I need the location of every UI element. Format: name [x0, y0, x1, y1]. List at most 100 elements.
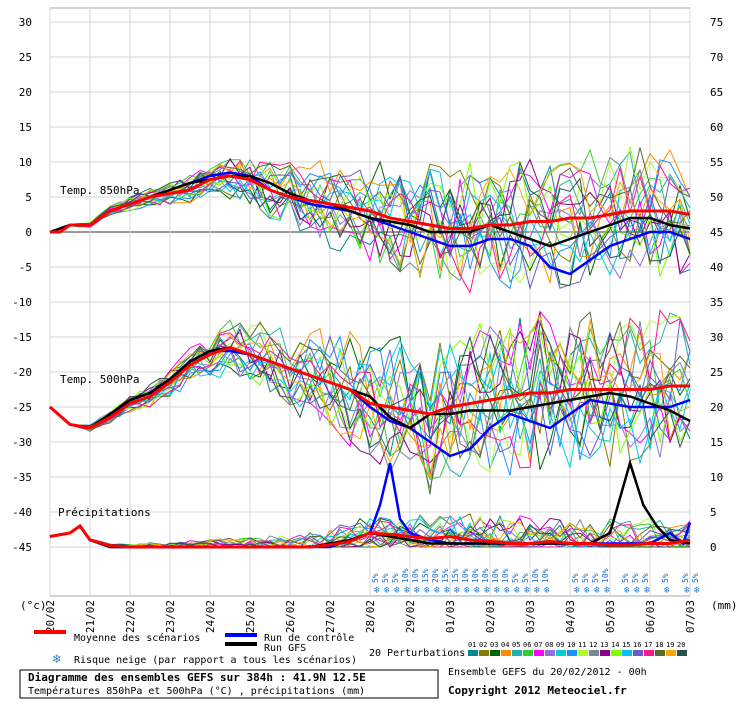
snow-risk-value: 5%	[391, 573, 400, 583]
snow-risk-value: 5%	[521, 573, 530, 583]
snow-risk-value: 10%	[501, 568, 510, 583]
snowflake-icon: ❄	[594, 585, 601, 596]
x-tick-label: 06/03	[644, 600, 657, 633]
right-tick-label: 50	[710, 191, 723, 204]
perturbation-line-20	[50, 160, 691, 262]
x-tick-label: 28/02	[364, 600, 377, 633]
snowflake-icon: ❄	[534, 585, 541, 596]
snow-risk-value: 5%	[691, 573, 700, 583]
snowflake-icon: ❄	[694, 585, 701, 596]
legend-control-label: Run de contrôle	[264, 632, 354, 644]
left-unit-label: (°c)	[20, 599, 47, 612]
snow-risk-value: 5%	[641, 573, 650, 583]
perturbation-swatch-20	[677, 650, 687, 656]
perturbation-legend: 01 02 03 04 05 06 07 08 09 10 11 12 13 14 15 16 17 18 19 20	[468, 641, 687, 656]
perturbation-line-19	[49, 522, 691, 548]
right-tick-label: 0	[710, 541, 717, 554]
right-tick-label: 55	[710, 156, 723, 169]
perturbation-swatch-06	[523, 650, 533, 656]
perturbation-swatch-16	[633, 650, 643, 656]
perturbation-number-19: 19	[666, 641, 674, 649]
perturbation-line-19	[49, 162, 691, 277]
perturbation-line-16	[49, 319, 691, 457]
perturbation-line-11	[49, 145, 691, 284]
right-tick-label: 65	[710, 86, 723, 99]
x-tick-label: 26/02	[284, 600, 297, 633]
perturbation-swatch-05	[512, 650, 522, 656]
perturbation-number-09: 09	[556, 641, 564, 649]
snowflake-icon: ❄	[504, 585, 511, 596]
snowflake-icon: ❄	[464, 585, 471, 596]
snowflake-icon: ❄	[664, 585, 671, 596]
x-tick-label: 05/03	[604, 600, 617, 633]
snowflake-icon: ❄	[574, 585, 581, 596]
right-tick-label: 5	[710, 506, 717, 519]
x-tick-label: 21/02	[84, 600, 97, 633]
snow-risk-row: 5%❄5%❄5%❄10%❄10%❄15%❄20%❄15%❄15%❄10%❄10%…	[371, 568, 701, 596]
left-tick-label: 30	[19, 16, 32, 29]
perturbation-number-05: 05	[512, 641, 520, 649]
perturbation-number-02: 02	[479, 641, 487, 649]
right-tick-label: 10	[710, 471, 723, 484]
left-tick-label: -5	[19, 261, 32, 274]
snow-risk-value: 10%	[481, 568, 490, 583]
snow-risk-value: 15%	[421, 568, 430, 583]
perturbation-line-14	[49, 322, 691, 455]
perturbation-line-13	[49, 311, 691, 466]
snow-risk-value: 5%	[511, 573, 520, 583]
snowflake-icon: ❄	[384, 585, 391, 596]
x-tick-label: 24/02	[204, 600, 217, 633]
right-tick-label: 20	[710, 401, 723, 414]
perturbation-line-20	[49, 321, 691, 449]
perturbation-number-10: 10	[567, 641, 575, 649]
perturbation-swatch-10	[567, 650, 577, 656]
snowflake-icon: ❄	[474, 585, 481, 596]
right-tick-label: 25	[710, 366, 723, 379]
snowflake-icon: ❄	[484, 585, 491, 596]
mean-line-t500	[49, 345, 690, 430]
x-tick-label: 07/03	[684, 600, 697, 633]
right-tick-label: 30	[710, 331, 723, 344]
perturbation-swatch-01	[468, 650, 478, 656]
run-info: Ensemble GEFS du 20/02/2012 - 00h	[448, 667, 647, 678]
x-tick-label: 27/02	[324, 600, 337, 633]
perturbation-swatch-07	[534, 650, 544, 656]
snow-risk-value: 10%	[601, 568, 610, 583]
snow-risk-value: 5%	[571, 573, 580, 583]
perturbation-swatch-18	[655, 650, 665, 656]
x-tick-label: 22/02	[124, 600, 137, 633]
right-tick-label: 75	[710, 16, 723, 29]
mean-line-precip	[49, 523, 691, 549]
perturbation-line-06	[49, 319, 691, 480]
perturbation-number-07: 07	[534, 641, 542, 649]
left-tick-label: -10	[12, 296, 32, 309]
snow-risk-value: 5%	[661, 573, 670, 583]
snow-risk-value: 10%	[471, 568, 480, 583]
snowflake-icon: ❄	[634, 585, 641, 596]
perturbation-swatch-11	[578, 650, 588, 656]
perturbation-swatch-09	[556, 650, 566, 656]
left-tick-label: -25	[12, 401, 32, 414]
perturbation-number-16: 16	[633, 641, 641, 649]
snowflake-icon: ❄	[454, 585, 461, 596]
axes: 302520151050-5-10-15-20-25-30-35-40-4575…	[12, 16, 723, 633]
left-tick-label: 25	[19, 51, 32, 64]
perturbation-swatch-08	[545, 650, 555, 656]
snowflake-icon: ❄	[624, 585, 631, 596]
snow-risk-value: 5%	[681, 573, 690, 583]
perturbation-swatch-12	[589, 650, 599, 656]
snowflake-icon: ❄	[494, 585, 501, 596]
perturbation-number-17: 17	[644, 641, 652, 649]
snow-risk-value: 5%	[371, 573, 380, 583]
snow-risk-value: 5%	[381, 573, 390, 583]
snowflake-icon: ❄	[434, 585, 441, 596]
perturbation-number-08: 08	[545, 641, 553, 649]
snow-risk-value: 5%	[581, 573, 590, 583]
legend-mean-label: Moyenne des scénarios	[74, 632, 200, 644]
snowflake-icon: ❄	[644, 585, 651, 596]
perturbation-number-20: 20	[677, 641, 685, 649]
snow-risk-value: 10%	[491, 568, 500, 583]
snow-risk-value: 15%	[441, 568, 450, 583]
snowflake-icon: ❄	[604, 585, 611, 596]
snow-risk-value: 10%	[541, 568, 550, 583]
